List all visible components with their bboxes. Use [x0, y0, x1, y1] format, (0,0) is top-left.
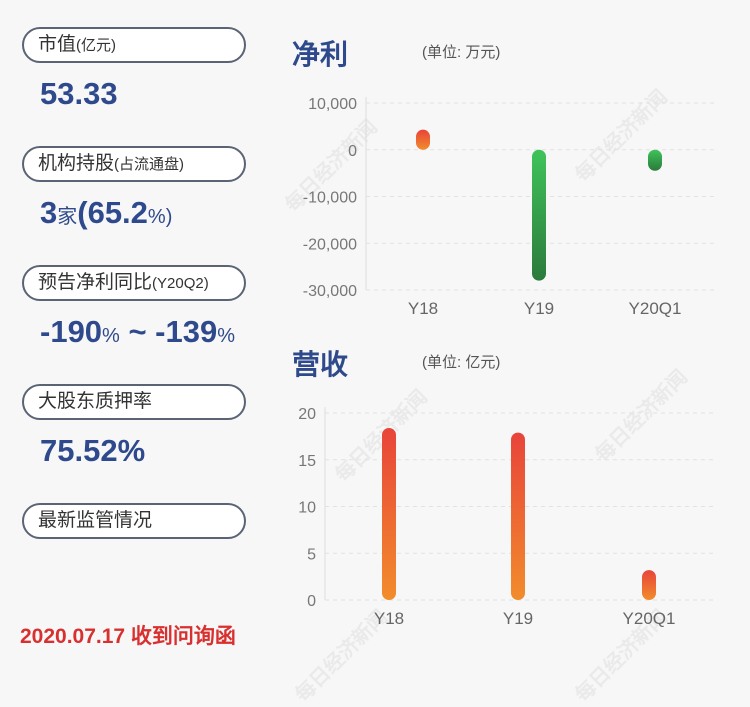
x-tick-label: Y18: [408, 299, 438, 318]
profit-chart-title: 净利: [292, 39, 349, 70]
y-tick-label: 5: [307, 546, 316, 563]
y-tick-label: 20: [298, 406, 316, 423]
x-tick-label: Y19: [503, 609, 533, 628]
value-part: %: [217, 325, 236, 347]
x-tick-label: Y19: [524, 299, 554, 318]
value-part: 75.52%: [40, 433, 146, 468]
value-part: -190: [40, 314, 103, 349]
value-part: ~ -139: [119, 314, 218, 349]
regulatory-status-label: 最新监管情况: [22, 503, 246, 539]
x-tick-label: Y20Q1: [623, 609, 676, 628]
revenue-chart-title: 营收: [292, 349, 349, 380]
profit-forecast-value: -190% ~ -139%: [40, 314, 235, 350]
y-tick-label: 10: [298, 500, 316, 517]
profit-chart: 10,000 0 -10,000 -20,000 -30,000 Y18 Y19 Y20Q1: [303, 96, 715, 318]
bar-y19: [532, 149, 546, 281]
x-tick-label: Y18: [374, 609, 404, 628]
bar-y20q1: [648, 149, 662, 171]
value-part: 家: [57, 206, 78, 228]
label-text: 大股东质押率: [38, 391, 153, 412]
bar-y18: [382, 427, 396, 600]
y-tick-label: -20,000: [303, 236, 357, 253]
label-subtext: (占流通盘): [114, 156, 185, 173]
label-text: 预告净利同比: [38, 272, 153, 293]
value-part: (65.2: [77, 195, 148, 230]
y-tick-label: 0: [348, 143, 357, 160]
revenue-chart-unit: (单位: 亿元): [422, 354, 501, 371]
value-part: 53.33: [40, 76, 118, 111]
y-tick-label: 15: [298, 453, 316, 470]
label-text: 市值: [38, 34, 77, 55]
y-tick-label: -10,000: [303, 190, 357, 207]
bar-y18: [416, 129, 430, 150]
x-tick-label: Y20Q1: [629, 299, 682, 318]
revenue-chart: 20 15 10 5 0 Y18 Y19 Y20Q1: [298, 406, 715, 628]
bar-y20q1: [642, 570, 656, 600]
value-part: %): [147, 206, 173, 228]
market-cap-label: 市值(亿元): [22, 27, 246, 63]
value-part: 3: [40, 195, 58, 230]
market-cap-value: 53.33: [40, 76, 118, 112]
institutional-holding-value: 3家(65.2%): [40, 195, 172, 231]
institutional-holding-label: 机构持股(占流通盘): [22, 146, 246, 182]
label-subtext: (亿元): [76, 37, 117, 54]
label-text: 最新监管情况: [38, 510, 153, 531]
y-tick-label: -30,000: [303, 283, 357, 300]
value-part: %: [102, 325, 120, 347]
pledge-ratio-value: 75.52%: [40, 433, 145, 469]
regulatory-date: 2020.07.17 收到问询函: [20, 625, 236, 648]
label-text: 机构持股: [38, 153, 115, 174]
label-subtext: (Y20Q2): [152, 275, 209, 292]
profit-forecast-label: 预告净利同比(Y20Q2): [22, 265, 246, 301]
pledge-ratio-label: 大股东质押率: [22, 384, 246, 420]
y-tick-label: 10,000: [308, 96, 357, 113]
bar-y19: [511, 432, 525, 600]
profit-chart-unit: (单位: 万元): [422, 44, 501, 61]
y-tick-label: 0: [307, 593, 316, 610]
